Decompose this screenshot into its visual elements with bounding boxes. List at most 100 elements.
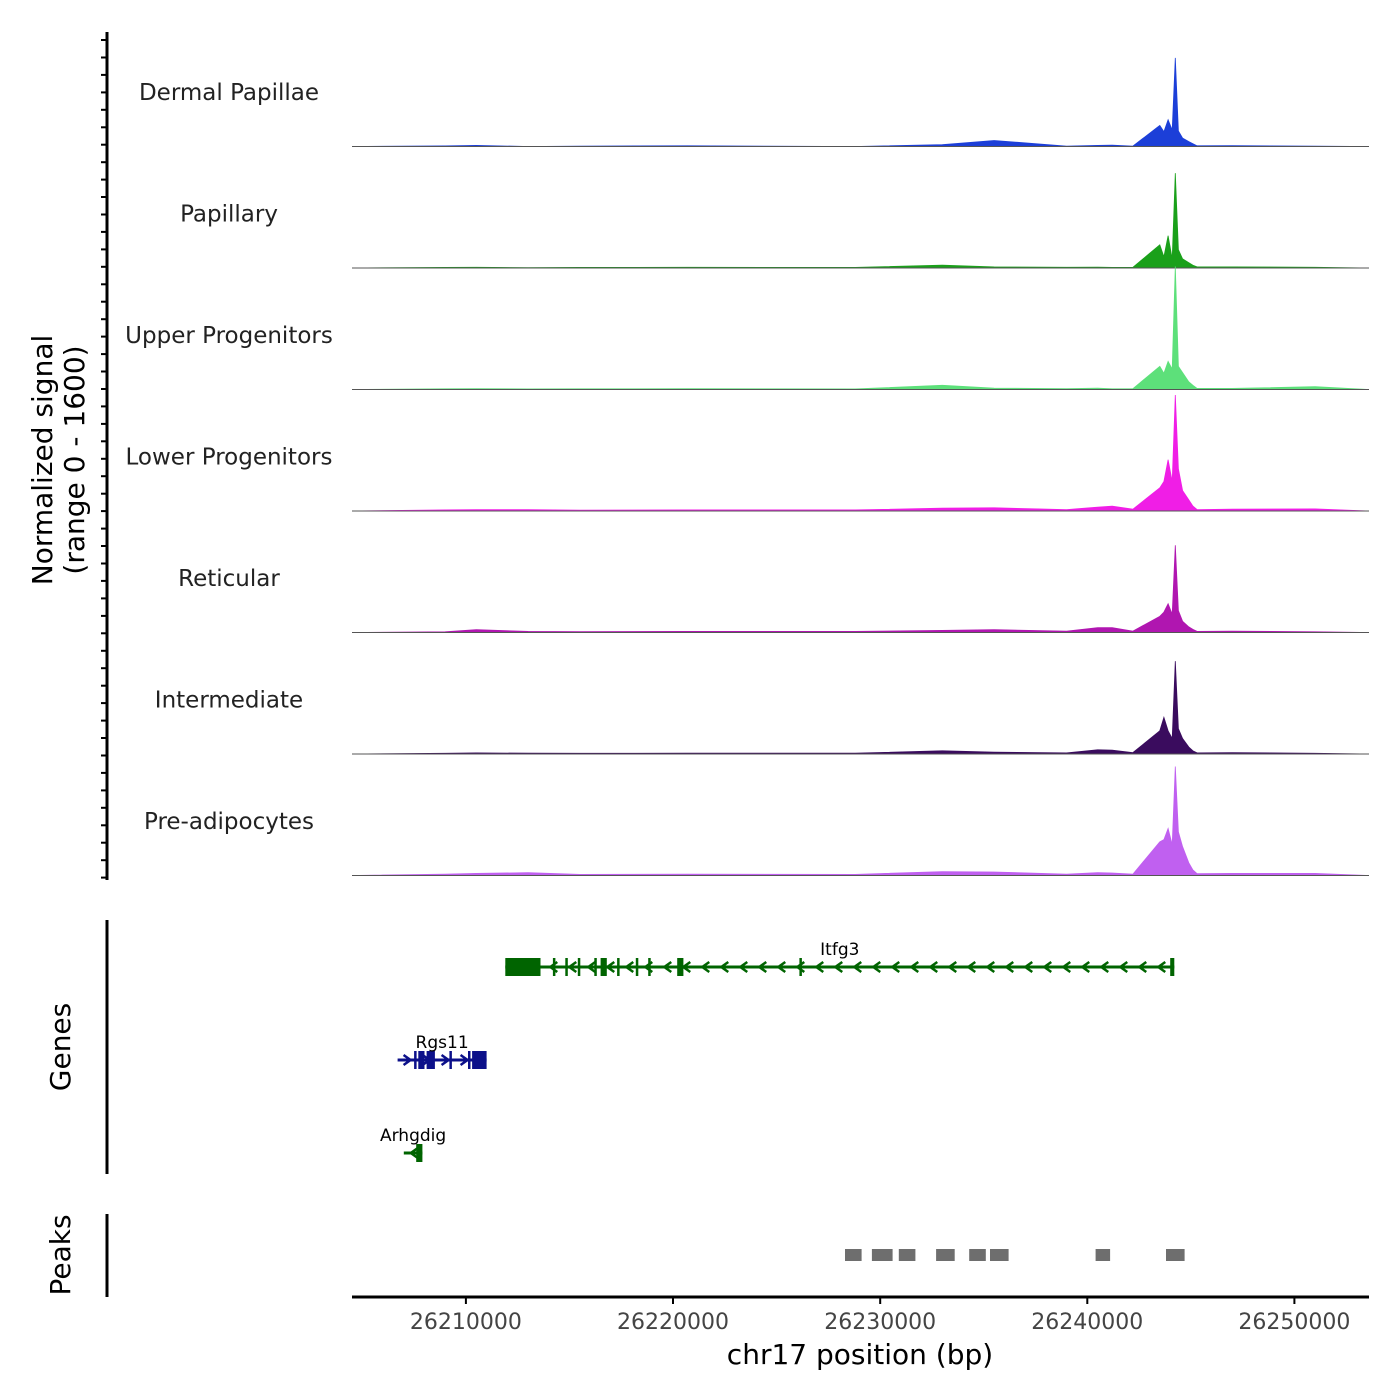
gene-name-label: Arhgdig [380, 1126, 446, 1146]
x-axis-tick-label: 26230000 [824, 1310, 936, 1335]
coverage-track-label: Pre-adipocytes [144, 809, 314, 835]
coverage-track-label: Reticular [178, 566, 280, 592]
coverage-track-label: Lower Progenitors [126, 445, 333, 471]
coverage-track: Pre-adipocytes [144, 766, 1370, 876]
gene-strand-chevron [440, 1053, 451, 1067]
coverage-track: Lower Progenitors [126, 394, 1370, 512]
gene-exon [600, 958, 607, 976]
gene-exon [648, 958, 651, 976]
gene-exon [799, 958, 802, 976]
gene-exon [418, 1051, 425, 1069]
gene-strand-chevron [605, 960, 616, 974]
x-axis-tick-label: 26250000 [1238, 1310, 1350, 1335]
gene-exon [565, 958, 568, 976]
coverage-area [351, 173, 1370, 269]
gene-strand-chevron [795, 960, 806, 974]
x-axis-tick-label: 26220000 [617, 1310, 729, 1335]
gene-exon [414, 1051, 417, 1069]
gene-strand-chevron [966, 960, 977, 974]
peak-region [1166, 1249, 1185, 1261]
coverage-track-label: Papillary [180, 202, 278, 228]
gene-strand-chevron [624, 960, 635, 974]
coverage-area [351, 545, 1370, 633]
coverage-track: Dermal Papillae [139, 57, 1370, 147]
gene-strand-chevron [1137, 960, 1147, 974]
gene-exon [577, 958, 581, 976]
coverage-area [351, 266, 1370, 390]
peak-region [969, 1249, 986, 1261]
gene-strand-chevron [928, 960, 939, 974]
coverage-area [351, 394, 1370, 512]
peak-region [1095, 1249, 1111, 1261]
gene-model: Rgs11 [397, 1033, 487, 1069]
gene-strand-chevron [1099, 960, 1109, 974]
gene-strand-chevron [700, 960, 711, 974]
gene-name-label: Itfg3 [820, 940, 859, 960]
peak-region [871, 1249, 893, 1261]
gene-strand-chevron [1118, 960, 1128, 974]
gene-strand-chevron [1156, 960, 1166, 974]
gene-strand-chevron [814, 960, 825, 974]
gene-strand-chevron [402, 1053, 413, 1067]
gene-exon [594, 958, 597, 976]
coverage-track-label: Dermal Papillae [139, 80, 319, 106]
gene-exon [449, 1051, 452, 1069]
gene-exon [426, 1051, 435, 1069]
coverage-panel: Dermal Papillae Papillary Upper Progenitor… [101, 32, 1370, 880]
gene-strand-chevron [738, 960, 749, 974]
genes-label: Genes [44, 1003, 77, 1091]
gene-strand-chevron [1023, 960, 1033, 974]
gene-exon [416, 1144, 423, 1162]
gene-model: Arhgdig [380, 1126, 446, 1162]
x-axis-tick-label: 26210000 [410, 1310, 522, 1335]
gene-exon [617, 958, 620, 976]
gene-strand-chevron [757, 960, 768, 974]
gene-strand-chevron [890, 960, 901, 974]
coverage-area [351, 57, 1370, 147]
coverage-track: Upper Progenitors [125, 266, 1370, 390]
peak-region [990, 1249, 1009, 1261]
gene-strand-chevron [662, 960, 673, 974]
coverage-area [351, 766, 1370, 876]
coverage-track-label: Intermediate [155, 688, 303, 714]
x-axis: 26210000 26220000 26230000 26240000 26250000 [352, 1295, 1369, 1335]
coverage-track: Reticular [178, 545, 1370, 633]
gene-strand-chevron [1061, 960, 1071, 974]
gene-strand-chevron [833, 960, 844, 974]
gene-strand-chevron [871, 960, 882, 974]
gene-strand-chevron [947, 960, 958, 974]
gene-exon [635, 958, 639, 976]
gene-exon [468, 1051, 471, 1069]
peak-region [898, 1249, 916, 1261]
gene-strand-chevron [586, 960, 597, 974]
coverage-area [351, 661, 1370, 755]
x-axis-tick-label: 26240000 [1031, 1310, 1143, 1335]
gene-model: Itfg3 [505, 940, 1175, 976]
coverage-track: Papillary [180, 173, 1370, 269]
gene-strand-chevron [776, 960, 787, 974]
gene-strand-chevron [1042, 960, 1052, 974]
gene-strand-chevron [852, 960, 863, 974]
gene-strand-chevron [985, 960, 996, 974]
gene-strand-chevron [909, 960, 920, 974]
gene-strand-chevron [719, 960, 730, 974]
gene-name-label: Rgs11 [416, 1033, 469, 1053]
gene-strand-chevron [459, 1053, 470, 1067]
peaks-label: Peaks [44, 1214, 77, 1295]
gene-strand-chevron [1004, 960, 1014, 974]
peaks-panel [845, 1249, 1185, 1261]
coverage-ylabel-line2: (range 0 - 1600) [58, 345, 91, 574]
genes-panel: Itfg3 Rgs11 Arhgdig [380, 940, 1175, 1162]
peak-region [936, 1249, 955, 1261]
x-axis-label: chr17 position (bp) [727, 1338, 993, 1371]
gene-strand-chevron [408, 1146, 419, 1160]
gene-exon [552, 958, 556, 976]
coverage-track-label: Upper Progenitors [125, 323, 333, 349]
coverage-track: Intermediate [155, 661, 1370, 755]
peak-region [845, 1249, 862, 1261]
coverage-ylabel-line1: Normalized signal [26, 335, 59, 586]
gene-exon [505, 958, 541, 976]
gene-exon [1170, 958, 1175, 976]
gene-strand-chevron [567, 960, 578, 974]
